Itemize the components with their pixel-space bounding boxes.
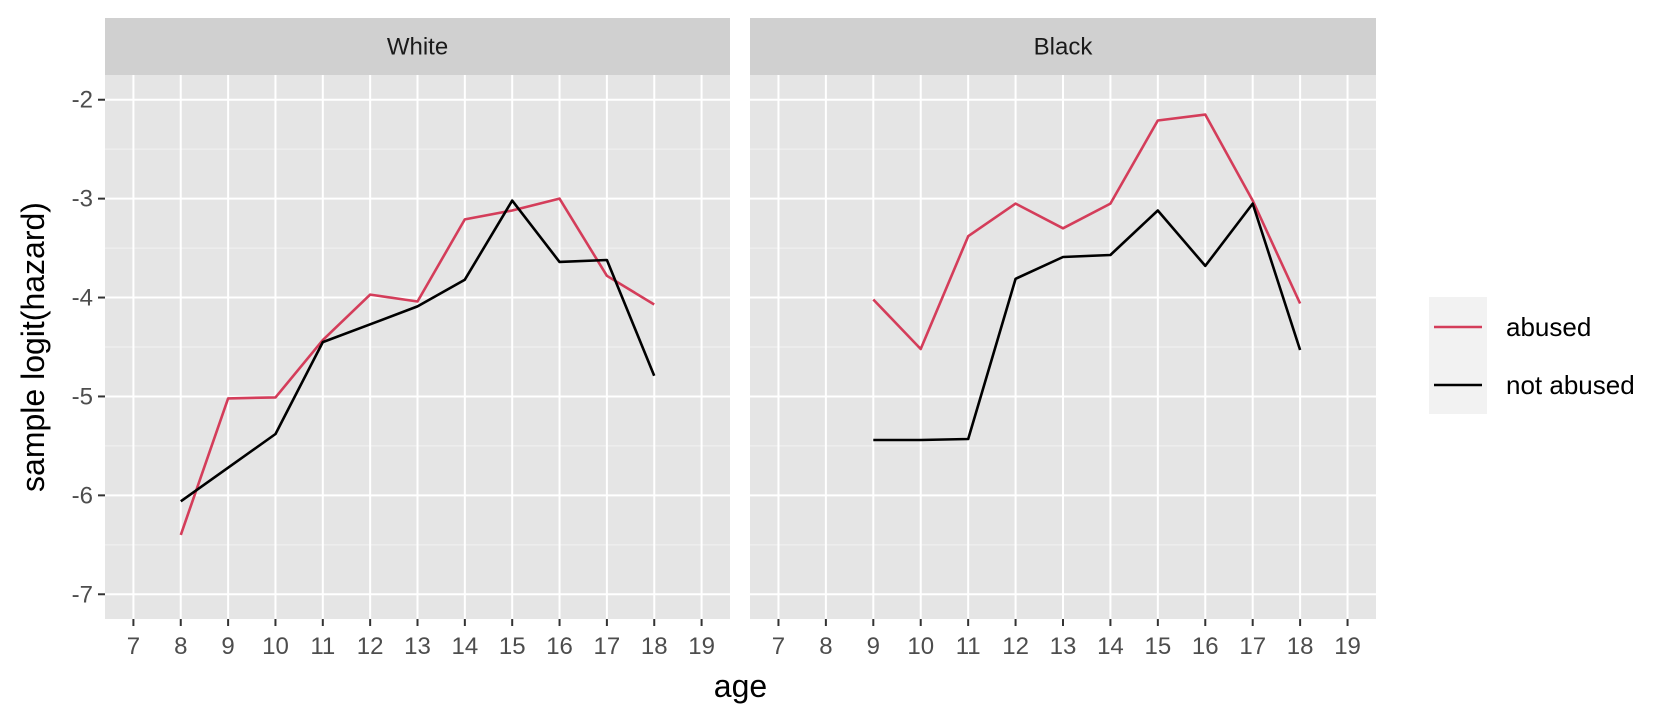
x-tick-label: 13 <box>1050 633 1077 660</box>
x-tick-label: 13 <box>404 633 431 660</box>
x-tick-label: 19 <box>1334 633 1361 660</box>
x-tick-label: 14 <box>1097 633 1124 660</box>
y-tick-label: -7 <box>72 581 93 608</box>
y-tick-label: -3 <box>72 186 93 213</box>
x-tick-label: 9 <box>867 633 880 660</box>
y-axis-title: sample logit(hazard) <box>15 202 51 492</box>
x-tick-label: 17 <box>1239 633 1266 660</box>
series-line-abused <box>872 113 1302 351</box>
y-tick-label: -2 <box>72 87 93 114</box>
y-tick-label: -6 <box>72 482 93 509</box>
legend-key-background <box>1429 297 1487 414</box>
series-line-abused <box>179 197 655 536</box>
series-line-not-abused <box>873 202 1302 442</box>
x-tick-label: 19 <box>688 633 715 660</box>
facet-strip <box>750 18 1376 75</box>
x-tick-label: 14 <box>451 633 478 660</box>
x-tick-label: 15 <box>1144 633 1171 660</box>
legend: abused not abused <box>1429 297 1635 414</box>
x-tick-label: 11 <box>310 633 335 660</box>
facet-strip <box>105 18 730 75</box>
x-tick-label: 8 <box>174 633 187 660</box>
x-tick-label: 7 <box>772 633 785 660</box>
x-tick-label: 10 <box>907 633 934 660</box>
x-tick-label: 18 <box>641 633 668 660</box>
x-tick-label: 18 <box>1287 633 1314 660</box>
x-tick-label: 15 <box>499 633 526 660</box>
series-line-not-abused <box>180 199 656 503</box>
x-tick-label: 8 <box>819 633 832 660</box>
legend-label: abused <box>1506 312 1591 342</box>
x-axis-title: age <box>714 668 767 704</box>
x-tick-label: 10 <box>262 633 289 660</box>
x-tick-label: 12 <box>357 633 384 660</box>
x-tick-label: 17 <box>594 633 621 660</box>
y-tick-label: -4 <box>72 285 93 312</box>
x-tick-label: 16 <box>1192 633 1219 660</box>
panel-black: Black 7 8 9 10 11 12 13 14 15 16 17 18 19 <box>750 18 1376 660</box>
legend-label: not abused <box>1506 370 1635 400</box>
y-tick-label: -5 <box>72 383 93 410</box>
x-tick-label: 16 <box>546 633 573 660</box>
x-tick-label: 12 <box>1002 633 1029 660</box>
x-tick-label: 9 <box>221 633 234 660</box>
panel-white: White 7 8 9 10 11 12 13 14 15 16 17 18 19 <box>105 18 730 660</box>
facet-strip-label: White <box>387 34 448 61</box>
x-tick-label: 11 <box>956 633 981 660</box>
y-axis: -7 -6 -5 -4 -3 -2 <box>72 87 105 608</box>
facet-strip-label: Black <box>1034 34 1094 61</box>
x-tick-label: 7 <box>127 633 140 660</box>
